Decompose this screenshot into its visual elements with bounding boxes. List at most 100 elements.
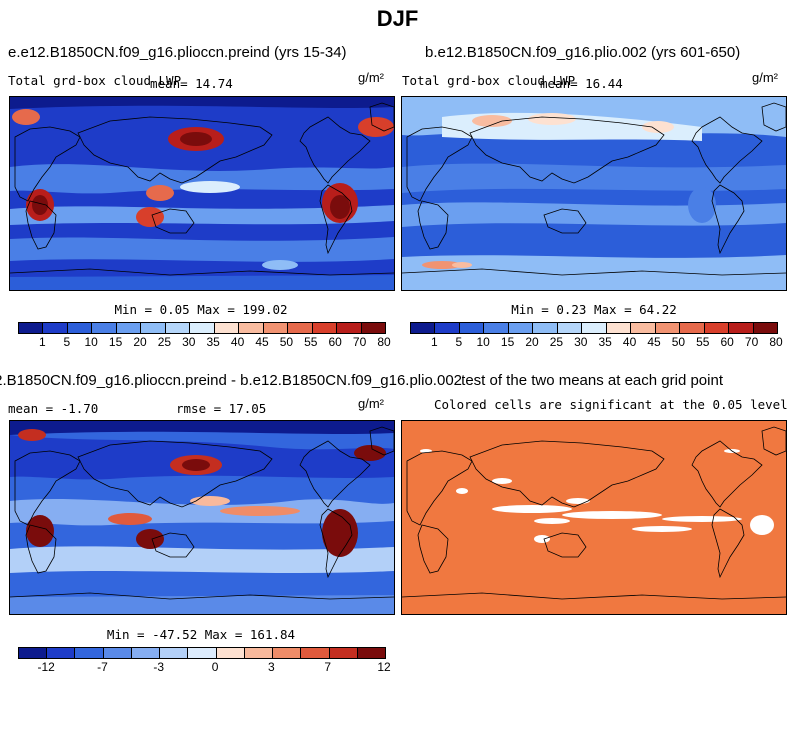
panel-1-colorbar	[18, 322, 386, 334]
field-band	[10, 546, 394, 573]
colorbar-box	[216, 648, 245, 658]
field-band	[10, 499, 394, 526]
panel-2-colorbar-ticks: 1 5 10 15 20 25 30 35 40 45 50 55 60 70 80	[410, 335, 783, 349]
field-band	[10, 237, 394, 262]
coastline-group	[402, 102, 786, 276]
colorbar-tick-label: 20	[525, 335, 539, 349]
colorbar-tick-label: 70	[352, 335, 367, 349]
panel-2-colorbar	[410, 322, 778, 334]
coastline	[14, 450, 81, 526]
coastline	[299, 116, 371, 184]
coastline	[151, 208, 195, 234]
colorbar-tick-label: 3	[268, 660, 275, 674]
insignificant-cell	[534, 518, 570, 524]
colorbar-box	[19, 323, 44, 333]
colorbar-tick-label: 1	[431, 335, 438, 349]
colorbar-tick-label: 40	[230, 335, 245, 349]
field-blob	[322, 509, 358, 557]
colorbar-tick-label: 25	[157, 335, 172, 349]
field-blob	[642, 121, 674, 133]
field-blob	[220, 506, 300, 516]
coastline	[369, 102, 394, 132]
field-blob	[18, 429, 46, 441]
coastline	[10, 268, 394, 276]
field-blob	[146, 185, 174, 201]
panel-1-field	[10, 97, 394, 290]
coastline	[469, 440, 665, 508]
coastline	[77, 116, 273, 184]
panel-2-variable: Total grd-box cloud LWP	[402, 73, 576, 88]
coastline	[299, 440, 371, 508]
insignificant-cell	[562, 511, 662, 519]
insignificant-cell	[632, 526, 692, 532]
field-blob	[108, 513, 152, 525]
coastline	[369, 426, 394, 456]
coastline	[711, 508, 745, 579]
colorbar-box	[160, 648, 189, 658]
colorbar-box	[557, 323, 583, 333]
colorbar-box	[301, 648, 330, 658]
coastline	[417, 524, 449, 574]
panel-1-mean: mean= 14.74	[150, 76, 233, 91]
colorbar-tick-label: 30	[574, 335, 588, 349]
colorbar-box	[188, 648, 217, 658]
colorbar-tick-label: 0	[211, 660, 219, 674]
coastline	[417, 200, 449, 250]
colorbar-box	[435, 323, 460, 333]
colorbar-tick-label: 50	[279, 335, 294, 349]
colorbar-tick-label: 50	[671, 335, 686, 349]
colorbar-box	[141, 323, 166, 333]
panel-3-title: e.e12.B1850CN.f09_g16.plioccn.preind - b…	[0, 372, 462, 389]
field-blob	[180, 181, 240, 193]
coastline	[761, 102, 786, 132]
colorbar-box	[582, 323, 607, 333]
panel-2-map	[401, 96, 787, 291]
insignificant-cell	[492, 505, 572, 513]
field-blob	[688, 187, 716, 223]
colorbar-box	[103, 648, 132, 658]
field-blob	[354, 445, 386, 461]
field-blob	[26, 515, 54, 547]
coastline-group	[10, 102, 394, 276]
panel-2-units: g/m²	[752, 70, 778, 85]
colorbar-box	[116, 323, 142, 333]
colorbar-tick-label: 80	[769, 335, 783, 349]
field-band	[10, 164, 394, 194]
field-blob	[136, 529, 164, 549]
panel-1-title: e.e12.B1850CN.f09_g16.plioccn.preind (yr…	[8, 44, 347, 61]
panel-1-map	[9, 96, 395, 291]
colorbar-box	[19, 648, 48, 658]
colorbar-box	[190, 323, 215, 333]
coastline	[406, 450, 473, 526]
field-band	[10, 97, 394, 109]
colorbar-tick-label: 12	[377, 660, 391, 674]
panel-3-field	[10, 421, 394, 614]
insignificant-cell	[456, 488, 468, 494]
panel-1-units: g/m²	[358, 70, 384, 85]
panel-3-title-clip: e.e12.B1850CN.f09_g16.plioccn.preind - b…	[0, 372, 462, 392]
colorbar-tick-label: 20	[133, 335, 147, 349]
colorbar-tick-label: 10	[84, 335, 98, 349]
coastline	[402, 268, 786, 276]
colorbar-box	[239, 323, 264, 333]
panel-4-map	[401, 420, 787, 615]
colorbar-tick-label: 35	[206, 335, 220, 349]
coastline	[469, 116, 665, 184]
colorbar-box	[337, 323, 362, 333]
coastline	[543, 208, 587, 234]
panel-3-colorbar-ticks: -12 -7 -3 0 3 7 12	[18, 660, 390, 674]
insignificant-cell	[750, 515, 774, 535]
colorbar-box	[631, 323, 656, 333]
coastline-group	[402, 426, 786, 600]
colorbar-box	[753, 323, 778, 333]
panel-3-mean: mean = -1.70	[8, 401, 99, 416]
panel-2-mean: mean= 16.44	[540, 76, 623, 91]
field-blob	[422, 261, 462, 269]
colorbar-tick-label: 60	[720, 335, 734, 349]
colorbar-box	[263, 323, 289, 333]
colorbar-box	[680, 323, 705, 333]
colorbar-box	[357, 648, 386, 658]
field-blob	[180, 132, 212, 146]
field-blob	[32, 195, 48, 215]
colorbar-tick-label: -3	[153, 660, 165, 674]
